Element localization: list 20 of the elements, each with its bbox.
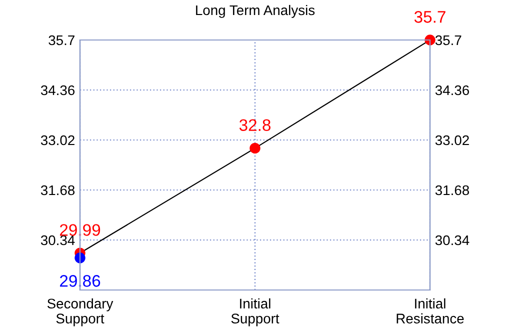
x-tick-label: Secondary Support: [47, 298, 114, 326]
point: [74, 252, 86, 264]
y2-tick-label: 35.7: [435, 35, 462, 46]
x-tick-label: Initial Resistance: [396, 298, 464, 324]
y-tick-label: 35.7: [48, 35, 74, 46]
data-label: 32.8: [239, 119, 270, 132]
y2-tick-label: 31.68: [435, 185, 470, 196]
point: [250, 142, 260, 154]
y2-tick-label: 30.34: [435, 235, 470, 246]
data-label: 29.99: [60, 224, 100, 236]
y-tick-label: 30.34: [40, 235, 75, 246]
y2-tick-label: 33.02: [435, 135, 469, 146]
y-tick-label: 31.68: [40, 185, 75, 196]
chart-title: Long Term Analysis: [196, 4, 315, 18]
data-label: 35.7: [414, 11, 446, 23]
y2-tick-label: 34.36: [435, 85, 470, 96]
data-label: 29.86: [60, 275, 100, 287]
y-tick-label: 33.02: [40, 135, 74, 146]
y-tick-label: 34.36: [40, 85, 75, 96]
x-tick-label: Initial Support: [231, 298, 280, 326]
